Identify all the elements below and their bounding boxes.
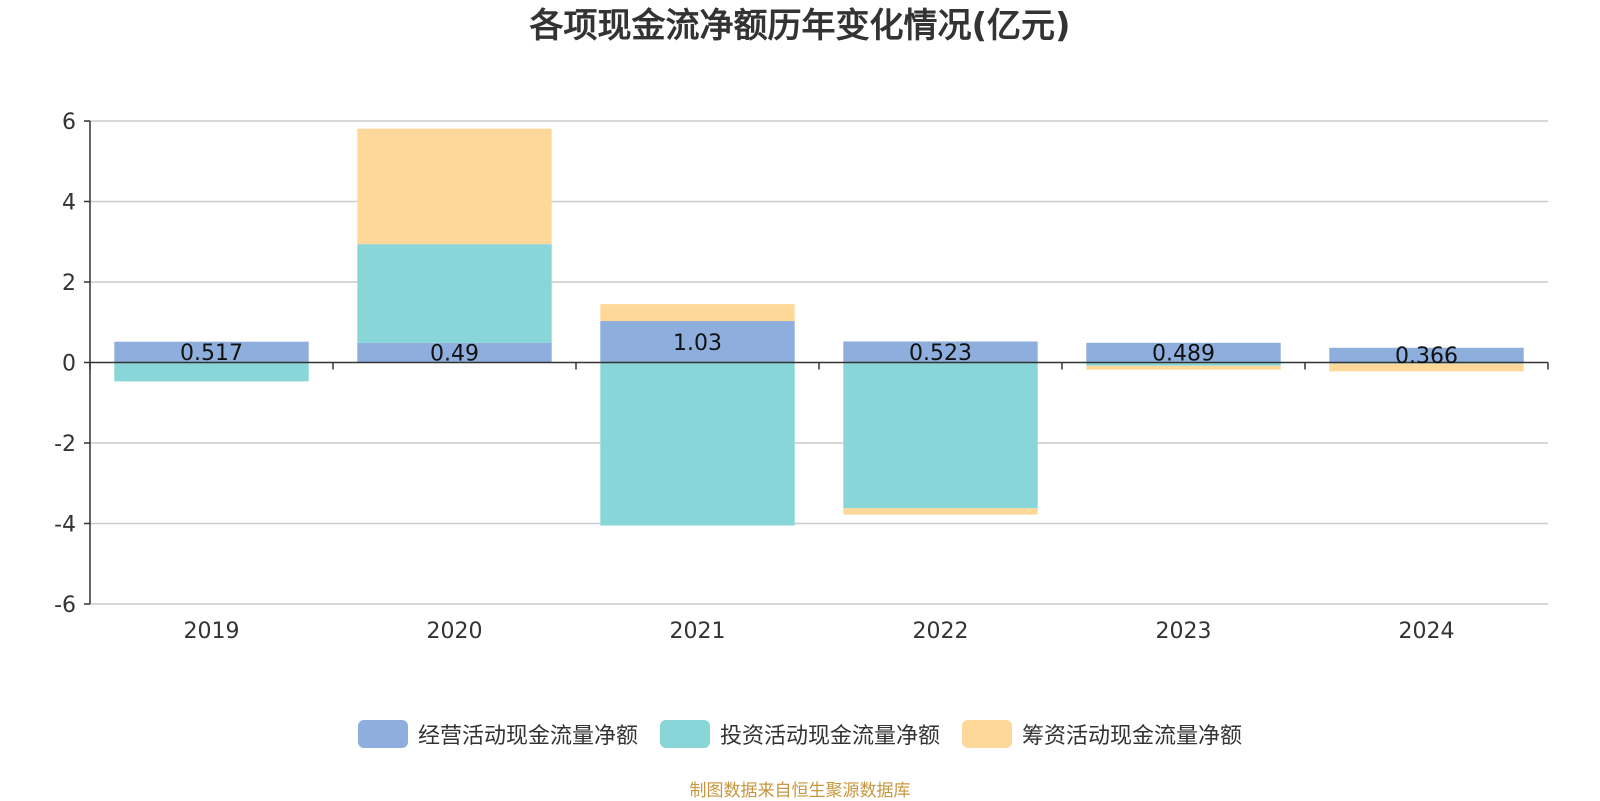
bar-s1-2023[interactable] [1086, 362, 1281, 366]
legend-swatch-financing [962, 720, 1012, 748]
data-label-2019: 0.517 [180, 341, 243, 366]
data-label-2022: 0.523 [909, 341, 972, 366]
x-tick-label-2023: 2023 [1156, 619, 1212, 644]
data-label-2024: 0.366 [1395, 344, 1458, 369]
x-tick-label-2019: 2019 [184, 619, 240, 644]
axis-layer: 6 4 2 0 -2 -4 -6 2019 2020 2021 2022 2023 2024 [54, 110, 1549, 644]
y-tick-label-4: 4 [62, 191, 76, 216]
x-tick-label-2020: 2020 [427, 619, 483, 644]
y-tick-label--2: -2 [54, 432, 76, 457]
bar-s2-2023[interactable] [1086, 365, 1281, 370]
legend-swatch-operating [357, 720, 408, 748]
data-label-2021: 1.03 [673, 331, 722, 356]
labels-layer: 0.517 0.49 1.03 0.523 0.489 0.366 [180, 331, 1458, 369]
grid-layer [90, 120, 1548, 605]
bar-s2-2021[interactable] [600, 304, 795, 322]
y-tick-label--4: -4 [54, 513, 76, 538]
x-tick-label-2024: 2024 [1399, 619, 1455, 644]
bar-s1-2019[interactable] [114, 362, 309, 382]
bars-layer [114, 128, 1524, 526]
legend-label-financing: 筹资活动现金流量净额 [1022, 724, 1243, 749]
bar-s0-2021[interactable] [600, 321, 795, 363]
legend-label-operating: 经营活动现金流量净额 [417, 724, 638, 749]
bar-s0-2023[interactable] [1086, 342, 1281, 363]
legend-label-investing: 投资活动现金流量净额 [719, 724, 940, 749]
legend-item-financing[interactable]: 筹资活动现金流量净额 [962, 718, 1242, 750]
bar-s1-2022[interactable] [843, 362, 1038, 509]
bar-s2-2022[interactable] [843, 508, 1038, 515]
data-label-2023: 0.489 [1152, 342, 1215, 367]
bar-s0-2024[interactable] [1329, 347, 1524, 363]
bar-s2-2024[interactable] [1329, 363, 1524, 372]
source-note: 制图数据来自恒生聚源数据库 [689, 781, 911, 801]
y-tick-label-6: 6 [62, 110, 76, 135]
x-tick-label-2022: 2022 [913, 619, 969, 644]
legend-item-operating[interactable]: 经营活动现金流量净额 [357, 718, 638, 750]
bar-s1-2020[interactable] [357, 244, 552, 343]
x-tick-label-2021: 2021 [670, 619, 726, 644]
data-label-2020: 0.49 [430, 342, 479, 367]
bar-s0-2020[interactable] [357, 342, 552, 363]
y-tick-label-2: 2 [62, 271, 76, 296]
chart-title: 各项现金流净额历年变化情况(亿元) [529, 6, 1071, 46]
bar-s1-2021[interactable] [600, 362, 795, 526]
y-tick-label--6: -6 [54, 593, 76, 618]
legend: 经营活动现金流量净额 投资活动现金流量净额 筹资活动现金流量净额 [0, 718, 1600, 750]
y-tick-label-0: 0 [62, 352, 76, 377]
bar-s0-2019[interactable] [114, 341, 309, 363]
legend-swatch-investing [659, 720, 710, 748]
legend-item-investing[interactable]: 投资活动现金流量净额 [659, 718, 940, 750]
bar-s2-2020[interactable] [357, 128, 552, 245]
bar-s0-2022[interactable] [843, 341, 1038, 363]
